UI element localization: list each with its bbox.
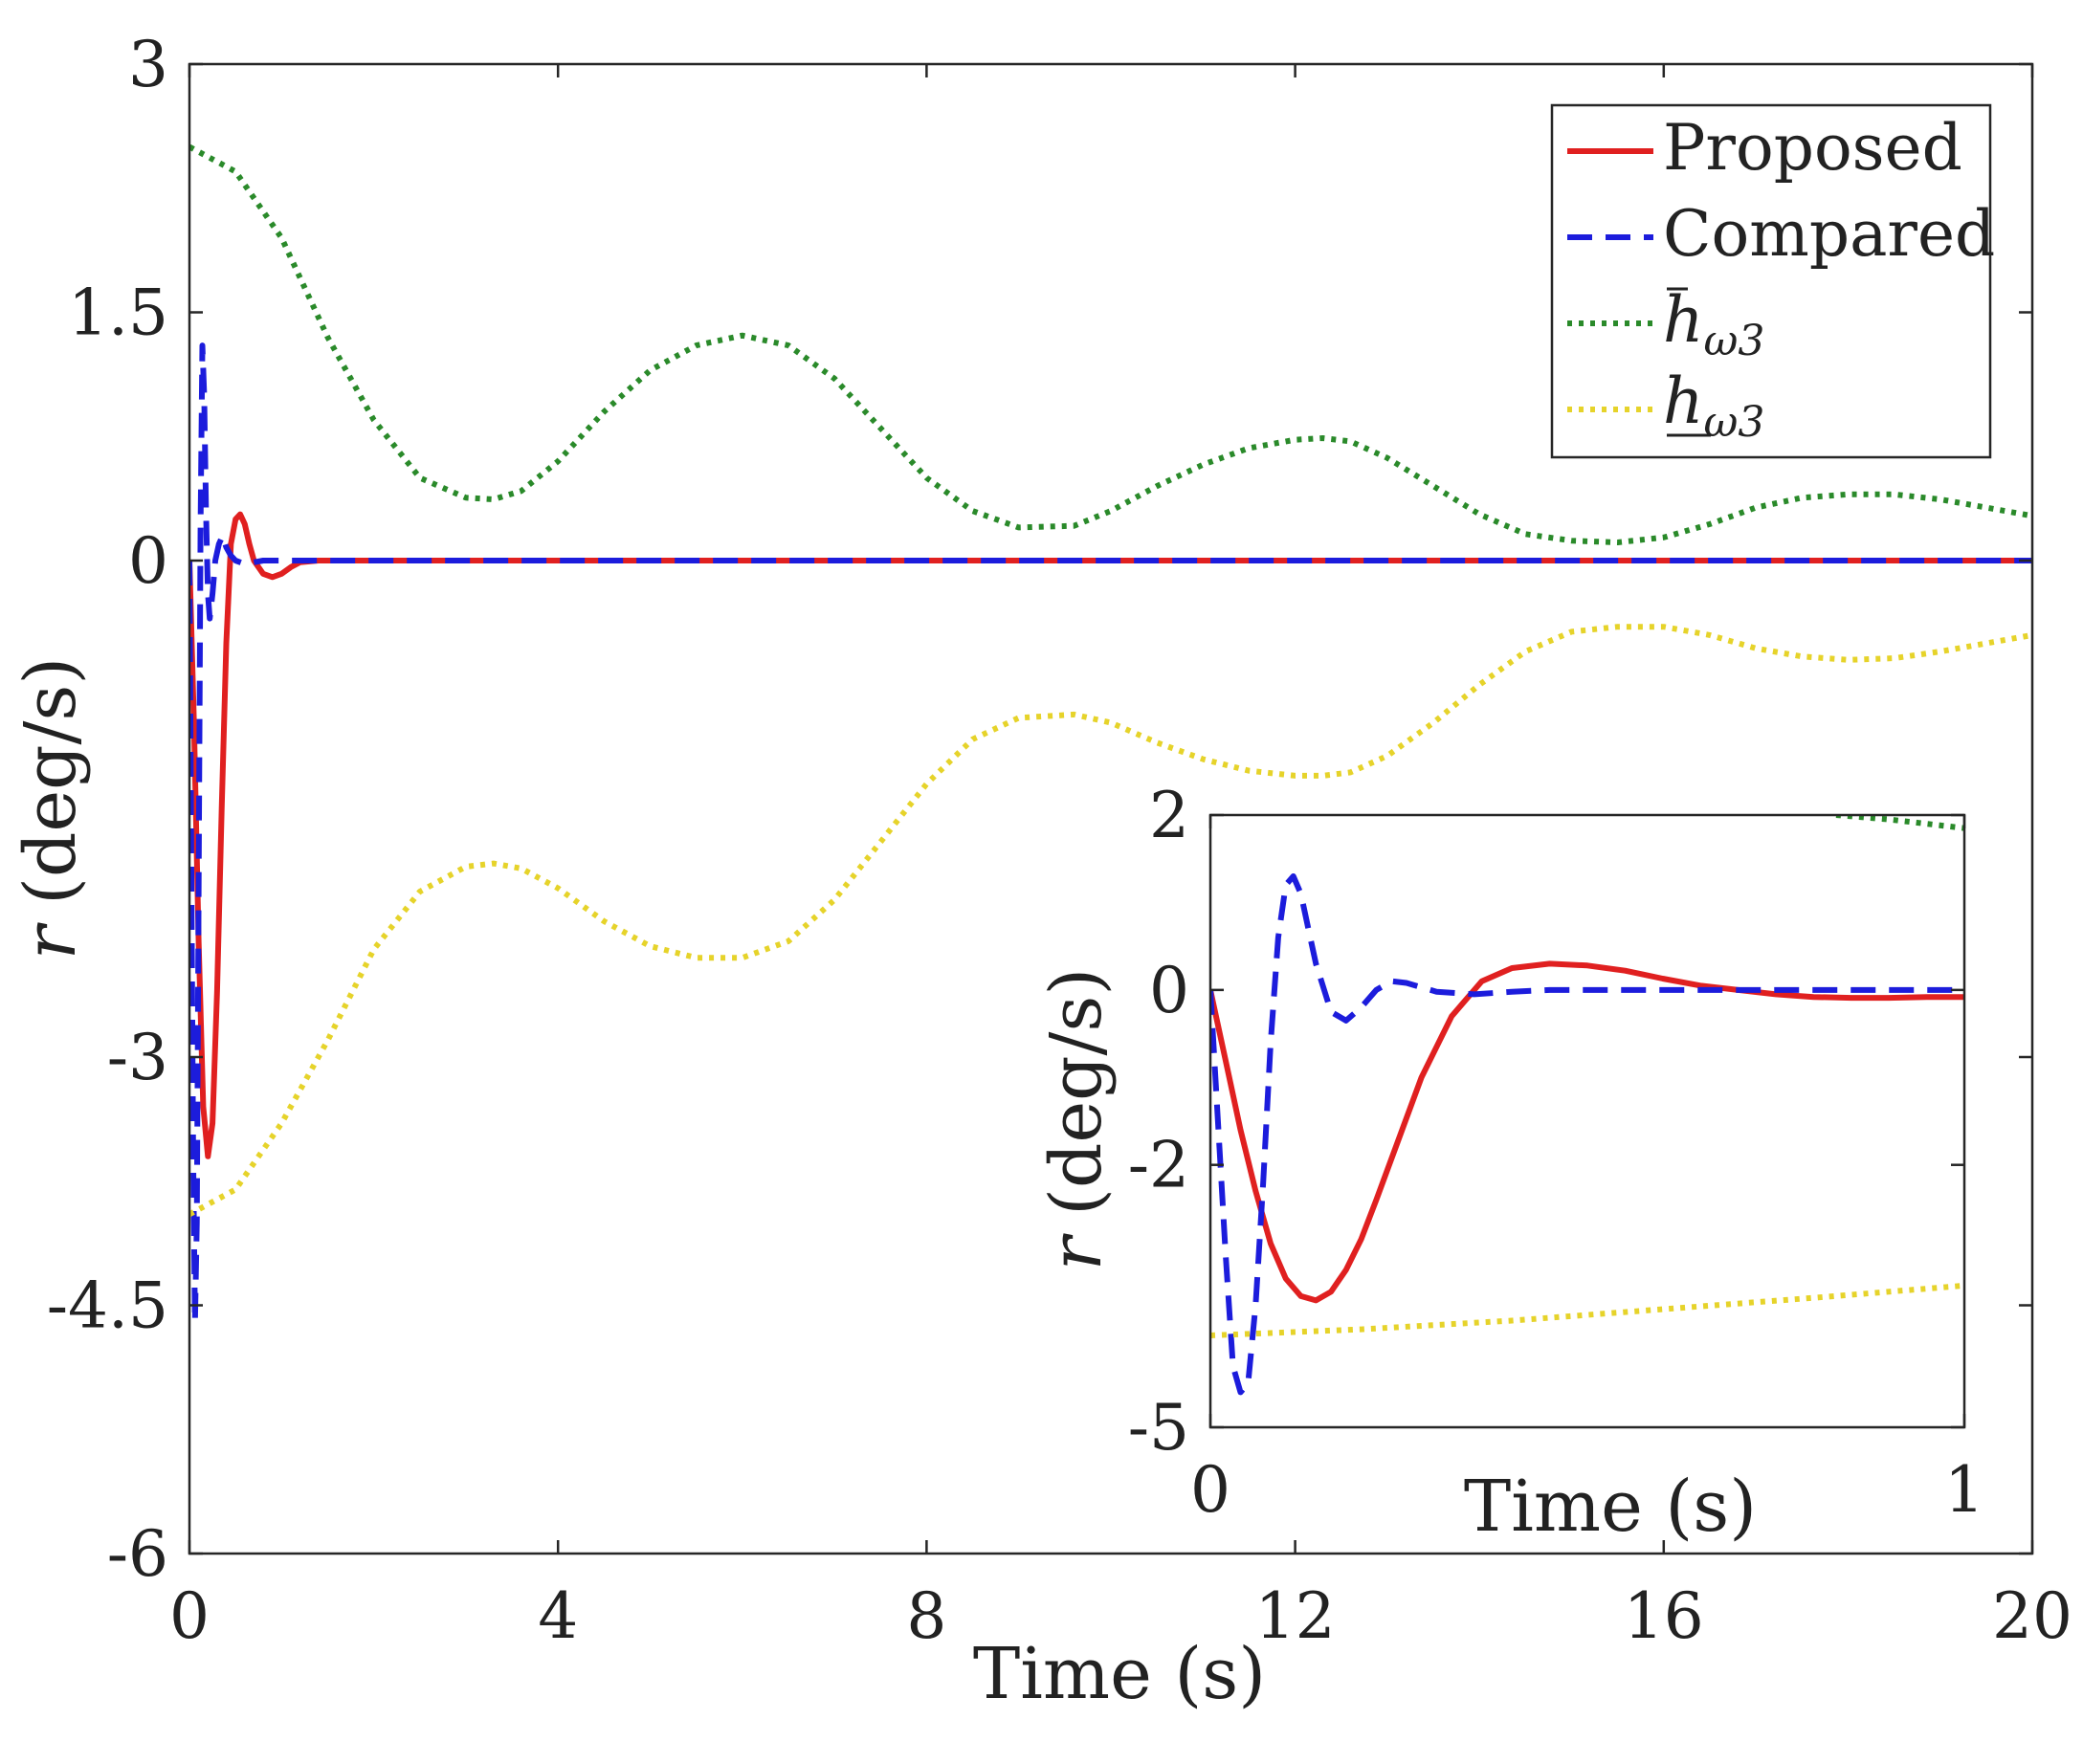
- main-series-h_upper: [189, 143, 2032, 545]
- inset-chart: 0 1 2 0 -2 -5 Time (s) r (deg/s): [1035, 779, 1984, 1548]
- inset-background: [1210, 815, 1964, 1427]
- main-y-tick-label: -4.5: [47, 1269, 168, 1343]
- inset-y-tick-label: -2: [1128, 1129, 1189, 1202]
- main-y-tick-label: 3: [128, 28, 168, 101]
- main-y-tick-label: 0: [128, 524, 168, 598]
- inset-y-tick-label: 2: [1149, 779, 1189, 852]
- legend-h-upper-subscript: ω3: [1704, 317, 1765, 365]
- main-plot-frame: [188, 62, 2034, 1555]
- legend-label-proposed: Proposed: [1663, 111, 1962, 185]
- legend-h-upper-symbol: h: [1663, 283, 1704, 357]
- main-y-axis-label: r (deg/s): [10, 657, 92, 960]
- inset-series-proposed: [1210, 960, 1964, 1304]
- legend-item-compared: Compared: [1567, 197, 1995, 271]
- inset-x-axis-label: Time (s): [1464, 1466, 1757, 1548]
- legend-box: [1550, 103, 1992, 459]
- inset-y-tick-label: 0: [1149, 954, 1189, 1027]
- main-y-tick-label: -6: [107, 1517, 168, 1591]
- legend-h-lower-subscript: ω3: [1704, 398, 1765, 447]
- inset-y-tick-label: -5: [1128, 1391, 1189, 1465]
- inset-series-group: [1210, 815, 1964, 1396]
- legend-label-h-upper: hω3: [1663, 283, 1764, 365]
- main-x-tick-label: 12: [1255, 1579, 1336, 1653]
- main-series-group: [189, 143, 2032, 1325]
- main-y-tick-label: -3: [107, 1021, 168, 1094]
- main-y-tick-label: 1.5: [68, 276, 168, 350]
- legend-item-h-upper: hω3: [1567, 283, 1764, 365]
- legend-label-compared: Compared: [1663, 197, 1995, 271]
- legend: Proposed Compared hω3 hω3: [1550, 103, 1995, 459]
- main-x-tick-label: 16: [1624, 1579, 1704, 1653]
- inset-y-axis-unit: (deg/s): [1035, 968, 1118, 1216]
- main-x-tick-label: 4: [538, 1579, 578, 1653]
- legend-label-h-lower: hω3: [1663, 364, 1764, 447]
- main-x-tick-label: 8: [906, 1579, 946, 1653]
- inset-x-tick-label: 0: [1190, 1453, 1230, 1527]
- legend-h-lower-symbol: h: [1663, 364, 1704, 438]
- main-y-axis-variable: r: [10, 921, 92, 959]
- main-y-axis-unit: (deg/s): [10, 657, 92, 905]
- main-x-tick-label: 0: [169, 1579, 210, 1653]
- legend-item-h-lower: hω3: [1567, 364, 1764, 447]
- main-x-axis-label: Time (s): [973, 1633, 1266, 1715]
- main-x-tick-label: 20: [1992, 1579, 2072, 1653]
- legend-item-proposed: Proposed: [1567, 111, 1962, 185]
- inset-plot-frame: [1208, 813, 1966, 1429]
- main-series-h_lower: [189, 624, 2032, 1218]
- inset-series-compared: [1210, 873, 1964, 1396]
- main-series-compared: [189, 342, 2032, 1325]
- inset-series-h_upper: [1835, 815, 1964, 831]
- inset-x-tick-label: 1: [1944, 1453, 1984, 1527]
- inset-y-axis-variable: r: [1035, 1232, 1118, 1270]
- inset-y-axis-label: r (deg/s): [1035, 968, 1118, 1271]
